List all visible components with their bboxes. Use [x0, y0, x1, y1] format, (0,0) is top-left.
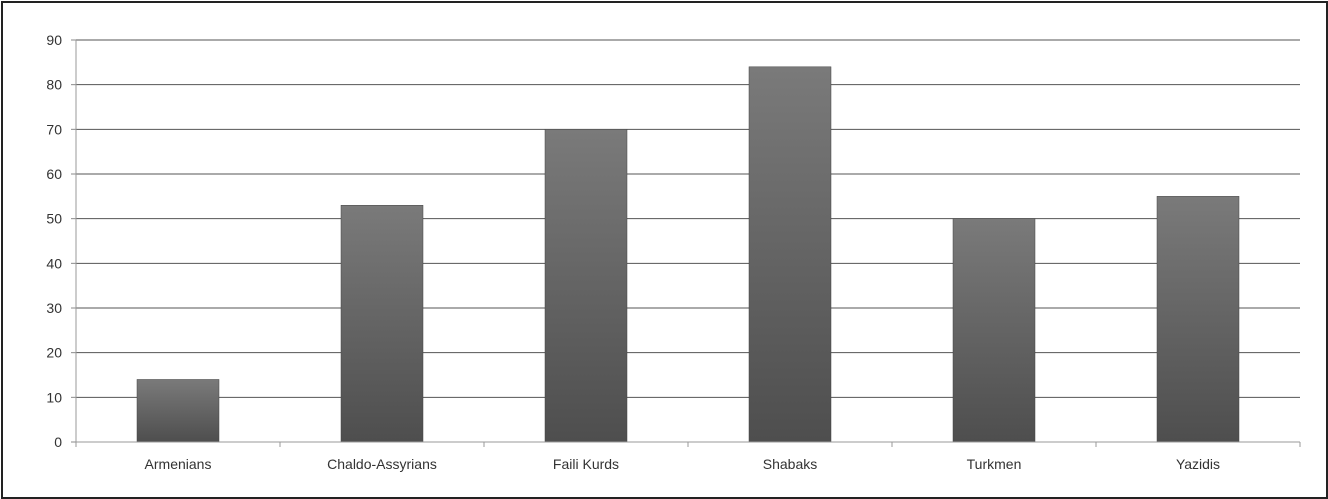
x-category-label: Armenians [145, 456, 212, 472]
x-category-label: Yazidis [1176, 456, 1220, 472]
y-tick-label: 80 [46, 77, 62, 93]
bar-chaldo-assyrians [340, 205, 424, 443]
y-tick-label: 60 [46, 166, 62, 182]
bar-turkmen [952, 218, 1036, 443]
bar-faili-kurds [544, 129, 628, 443]
y-tick-label: 0 [54, 434, 62, 450]
x-category-label: Shabaks [763, 456, 817, 472]
bar-shabaks [748, 66, 832, 443]
bar-yazidis [1156, 196, 1240, 443]
axes [71, 39, 1301, 447]
x-category-label: Faili Kurds [553, 456, 619, 472]
x-category-label: Turkmen [967, 456, 1022, 472]
y-tick-label: 70 [46, 121, 62, 137]
y-tick-label: 40 [46, 255, 62, 271]
y-tick-label: 20 [46, 345, 62, 361]
bar-armenians [136, 379, 220, 443]
y-tick-label: 50 [46, 211, 62, 227]
y-tick-label: 10 [46, 389, 62, 405]
y-tick-label: 30 [46, 300, 62, 316]
gridlines [76, 39, 1300, 398]
labels: 0 10 20 30 40 50 60 70 80 90 Armenians Chaldo-Assyr… [46, 32, 1220, 472]
bars [136, 66, 1240, 443]
y-tick-label: 90 [46, 32, 62, 48]
x-category-label: Chaldo-Assyrians [327, 456, 437, 472]
